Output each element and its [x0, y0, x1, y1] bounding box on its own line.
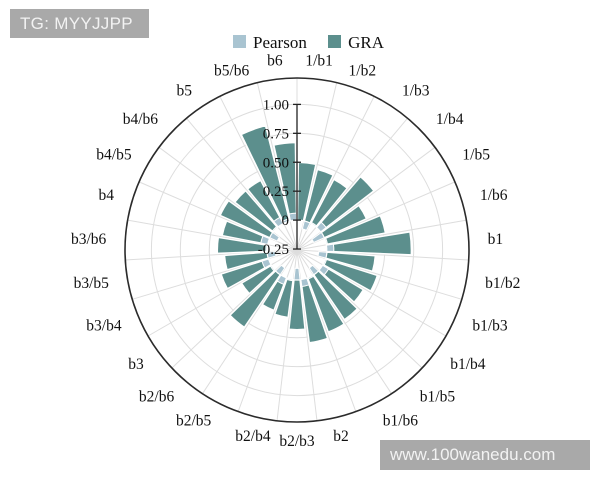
svg-text:b5: b5 [177, 82, 193, 99]
svg-text:b6: b6 [267, 52, 283, 69]
svg-text:0.25: 0.25 [263, 184, 289, 200]
svg-text:b2/b3: b2/b3 [279, 433, 315, 450]
svg-text:b1/b5: b1/b5 [420, 388, 456, 405]
svg-text:b1/b6: b1/b6 [383, 413, 419, 430]
svg-text:b2: b2 [333, 428, 349, 445]
svg-text:b4/b5: b4/b5 [96, 147, 132, 164]
svg-text:1/b4: 1/b4 [436, 111, 464, 128]
svg-text:b2/b5: b2/b5 [176, 413, 212, 430]
svg-text:b3/b6: b3/b6 [71, 231, 107, 248]
svg-text:-0.25: -0.25 [258, 242, 289, 258]
svg-text:b4: b4 [99, 187, 115, 204]
svg-text:1/b3: 1/b3 [402, 82, 430, 99]
svg-text:b3/b4: b3/b4 [86, 318, 122, 335]
svg-text:b2/b4: b2/b4 [235, 428, 271, 445]
svg-text:1/b5: 1/b5 [462, 147, 490, 164]
svg-text:b1/b4: b1/b4 [450, 356, 486, 373]
svg-text:b2/b6: b2/b6 [139, 388, 175, 405]
svg-text:b1/b3: b1/b3 [472, 318, 508, 335]
svg-text:1.00: 1.00 [263, 97, 289, 113]
svg-text:0.50: 0.50 [263, 155, 289, 171]
svg-text:b4/b6: b4/b6 [123, 111, 159, 128]
svg-text:0: 0 [282, 213, 290, 229]
svg-text:0.75: 0.75 [263, 126, 289, 142]
svg-text:1/b6: 1/b6 [480, 187, 508, 204]
svg-text:1/b2: 1/b2 [349, 63, 377, 80]
svg-text:b3: b3 [128, 356, 144, 373]
svg-text:b5/b6: b5/b6 [214, 63, 250, 80]
svg-text:b1/b2: b1/b2 [485, 275, 520, 292]
svg-text:b3/b5: b3/b5 [74, 275, 110, 292]
svg-text:b1: b1 [488, 231, 504, 248]
svg-text:1/b1: 1/b1 [305, 52, 333, 69]
